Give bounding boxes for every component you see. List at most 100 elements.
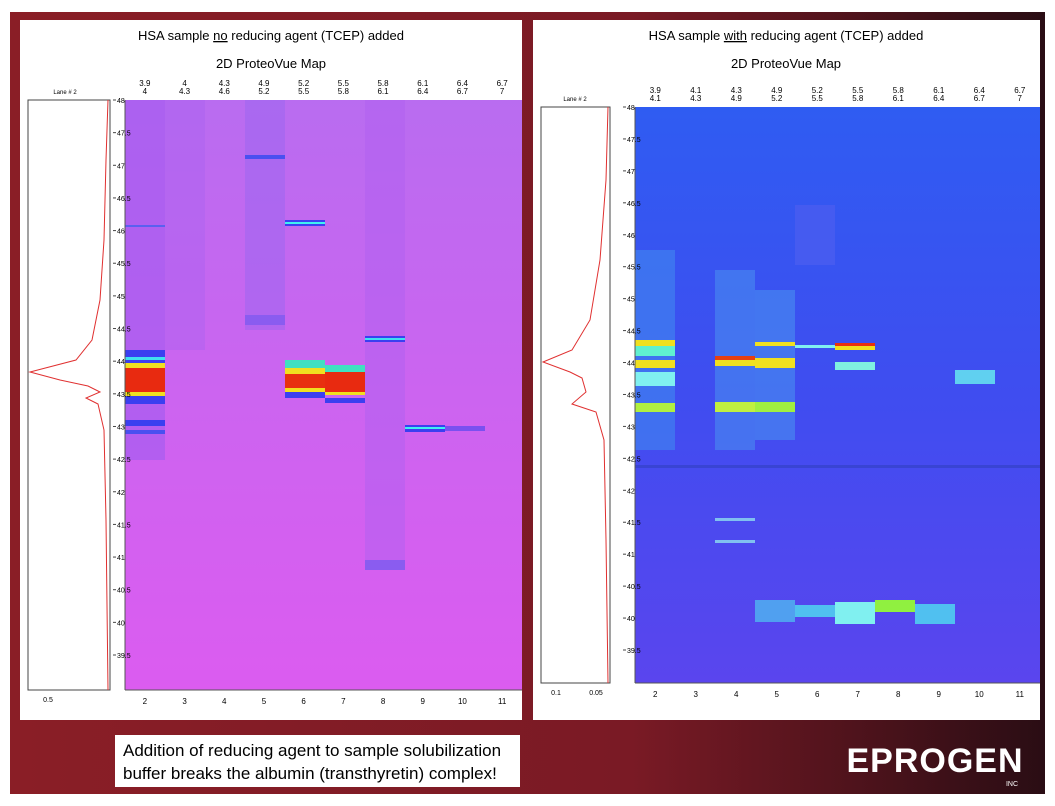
y-tick-label: 47.5 xyxy=(627,137,641,144)
panel-subtitle: 2D ProteoVue Map xyxy=(216,56,326,71)
panel-title: HSA sample no reducing agent (TCEP) adde… xyxy=(138,28,404,43)
y-tick-label: 43.5 xyxy=(117,392,131,399)
left-heatmap xyxy=(124,100,522,691)
lane-number: 11 xyxy=(498,697,507,706)
y-tick-label: 47 xyxy=(627,169,635,176)
caption: buffer breaks the albumin (transthyretin… xyxy=(123,764,497,783)
pi-range-label: 4.3 xyxy=(179,87,191,96)
trace-tick-label: 0.05 xyxy=(589,690,603,697)
pi-range-label: 6.4 xyxy=(974,86,986,95)
lane-number: 9 xyxy=(937,690,942,699)
y-tick-label: 41.5 xyxy=(117,522,131,529)
y-tick-label: 47 xyxy=(117,163,125,170)
pi-range-label: 4.3 xyxy=(731,86,743,95)
pi-range-label: 5.8 xyxy=(893,86,905,95)
logo-suffix: INC xyxy=(1006,781,1018,788)
pi-range-label: 6.1 xyxy=(933,86,945,95)
pi-range-label: 6.7 xyxy=(457,87,469,96)
pi-range-label: 4.3 xyxy=(690,94,702,103)
y-tick-label: 42.5 xyxy=(627,456,641,463)
lane-number: 5 xyxy=(775,690,780,699)
y-tick-label: 40.5 xyxy=(117,588,131,595)
pi-range-label: 3.9 xyxy=(139,79,151,88)
y-tick-label: 41.5 xyxy=(627,520,641,527)
trace-tick-label: 0.1 xyxy=(551,690,561,697)
panel-subtitle: 2D ProteoVue Map xyxy=(731,56,841,71)
y-tick-label: 44.5 xyxy=(627,329,641,336)
lane-number: 9 xyxy=(421,697,426,706)
pi-range-label: 5.5 xyxy=(812,94,824,103)
y-tick-label: 40 xyxy=(627,616,635,623)
y-tick-label: 46 xyxy=(627,233,635,240)
pi-range-label: 4.9 xyxy=(731,94,743,103)
pi-range-label: 4.3 xyxy=(219,79,231,88)
lane-number: 2 xyxy=(143,697,148,706)
pi-range-label: 6.7 xyxy=(974,94,986,103)
pi-range-label: 6.1 xyxy=(377,87,389,96)
pi-range-label: 5.8 xyxy=(377,79,389,88)
pi-range-label: 7 xyxy=(1018,94,1023,103)
lane-number: 8 xyxy=(896,690,901,699)
pi-range-label: 4.1 xyxy=(690,86,702,95)
lane-number: 4 xyxy=(734,690,739,699)
pi-range-label: 4 xyxy=(182,79,187,88)
lane-number: 7 xyxy=(856,690,861,699)
lane-number: 5 xyxy=(262,697,267,706)
y-tick-label: 46 xyxy=(117,229,125,236)
pi-range-label: 7 xyxy=(500,87,505,96)
y-tick-label: 40.5 xyxy=(627,584,641,591)
lane-number: 2 xyxy=(653,690,658,699)
pi-range-label: 4.9 xyxy=(258,79,270,88)
pi-range-label: 5.2 xyxy=(258,87,270,96)
pi-range-label: 5.5 xyxy=(852,86,864,95)
lane-number: 10 xyxy=(458,697,467,706)
y-tick-label: 42 xyxy=(117,490,125,497)
y-tick-label: 41 xyxy=(627,552,635,559)
title-part: reducing agent (TCEP) added xyxy=(231,28,404,43)
y-tick-label: 46.5 xyxy=(117,196,131,203)
trace-tick-label: 0.5 xyxy=(43,697,53,704)
y-tick-label: 44.5 xyxy=(117,327,131,334)
y-tick-label: 44 xyxy=(627,361,635,368)
lane-number: 4 xyxy=(222,697,227,706)
pi-range-label: 5.8 xyxy=(338,87,350,96)
y-tick-label: 46.5 xyxy=(627,201,641,208)
lane-number: 3 xyxy=(182,697,187,706)
y-tick-label: 45.5 xyxy=(117,261,131,268)
pi-range-label: 5.2 xyxy=(771,94,783,103)
y-tick-label: 48 xyxy=(627,105,635,112)
title-emphasis: with xyxy=(723,28,747,43)
pi-range-label: 5.5 xyxy=(338,79,350,88)
title-part: reducing agent (TCEP) added xyxy=(751,28,924,43)
pi-range-label: 6.7 xyxy=(497,79,509,88)
lane-number: 11 xyxy=(1016,690,1025,699)
lane-number: 10 xyxy=(975,690,984,699)
y-tick-label: 44 xyxy=(117,359,125,366)
pi-range-label: 4.9 xyxy=(771,86,783,95)
y-tick-label: 45 xyxy=(627,297,635,304)
pi-range-label: 6.7 xyxy=(1014,86,1026,95)
lane-number: 6 xyxy=(815,690,820,699)
pi-range-label: 5.5 xyxy=(298,87,310,96)
caption: Addition of reducing agent to sample sol… xyxy=(123,741,501,760)
pi-range-label: 6.4 xyxy=(417,87,429,96)
pi-range-label: 5.2 xyxy=(298,79,310,88)
right-trace-box xyxy=(540,106,611,684)
y-tick-label: 39.5 xyxy=(627,648,641,655)
y-tick-label: 40 xyxy=(117,620,125,627)
y-tick-label: 39.5 xyxy=(117,653,131,660)
right-trace xyxy=(541,106,609,684)
y-tick-label: 43 xyxy=(117,424,125,431)
pi-range-label: 5.2 xyxy=(812,86,824,95)
left-trace-box xyxy=(27,99,111,691)
panel-title: HSA sample with reducing agent (TCEP) ad… xyxy=(649,28,924,43)
logo: EPROGEN xyxy=(846,742,1023,780)
pi-range-label: 6.4 xyxy=(457,79,469,88)
y-tick-label: 45.5 xyxy=(627,265,641,272)
y-tick-label: 48 xyxy=(117,98,125,105)
lane-label: Lane # 2 xyxy=(53,90,77,96)
left-trace xyxy=(28,99,109,691)
title-emphasis: no xyxy=(213,28,227,43)
